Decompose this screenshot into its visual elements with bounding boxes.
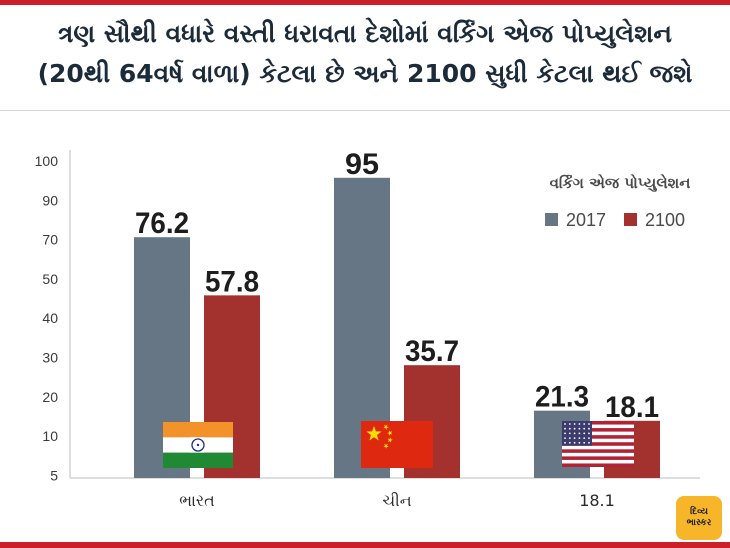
x-category-label: 18.1: [579, 491, 615, 510]
y-tick-label: 20: [42, 389, 58, 405]
india-flag-icon: [163, 422, 233, 468]
legend-label-2100: 2100: [645, 210, 685, 230]
data-label: 21.3: [535, 381, 589, 414]
legend-swatch-2017: [545, 213, 558, 226]
top-accent-rule: [0, 0, 730, 5]
y-tick-label: 50: [42, 271, 58, 287]
chart-title-line-2: (20થી 64વર્ષ વાળા) કેટલા છે અને 2100 સુધ…: [37, 59, 693, 88]
data-label: 76.2: [135, 207, 189, 240]
logo-text-line-1: દિવ્ય: [690, 507, 708, 517]
chart-title: ત્રણ સૌથી વધારે વસ્તી ધરાવતા દેશોમાં વર્…: [0, 14, 730, 94]
x-category-label: ચીન: [382, 491, 411, 510]
data-label: 18.1: [605, 391, 659, 424]
x-category-label: ભારત: [179, 491, 215, 510]
bottom-accent-rule: [0, 542, 730, 548]
divya-bhaskar-logo: દિવ્ય ભાસ્કર: [676, 496, 722, 540]
data-label: 35.7: [405, 335, 459, 368]
legend-swatch-2100: [624, 213, 637, 226]
data-label: 57.8: [205, 265, 259, 298]
legend-label-2017: 2017: [566, 210, 606, 230]
data-label: 95: [345, 148, 379, 181]
y-tick-label: 70: [42, 232, 58, 248]
y-tick-label: 100: [35, 153, 59, 169]
y-tick-label: 90: [42, 192, 58, 208]
y-tick-label: 40: [42, 310, 58, 326]
y-tick-label: 10: [42, 428, 58, 444]
legend-title: વર્કિંગ એજ પોપ્યુલેશન: [550, 173, 691, 192]
china-flag-icon: [361, 421, 433, 468]
usa-flag-icon: [562, 421, 634, 467]
y-tick-label: 30: [42, 350, 58, 366]
chart-title-line-1: ત્રણ સૌથી વધારે વસ્તી ધરાવતા દેશોમાં વર્…: [57, 19, 673, 48]
y-tick-label: 5: [50, 467, 58, 483]
title-divider: [0, 110, 730, 111]
logo-text-line-2: ભાસ્કર: [686, 518, 712, 528]
